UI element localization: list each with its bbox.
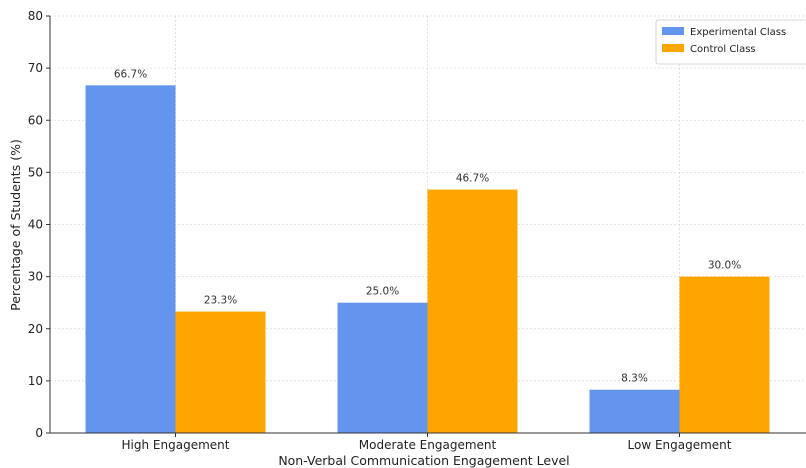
- bar: [337, 302, 428, 433]
- y-tick-label: 50: [28, 165, 43, 179]
- bar: [427, 189, 518, 433]
- y-tick-label: 70: [28, 61, 43, 75]
- data-label: 23.3%: [204, 295, 237, 307]
- legend-swatch: [662, 27, 684, 35]
- bar: [85, 85, 176, 434]
- data-label: 66.7%: [114, 68, 147, 80]
- y-tick-label: 10: [28, 374, 43, 388]
- bar: [589, 389, 680, 433]
- x-tick-labels: High Engagement Moderate Engagement Low En…: [122, 433, 732, 452]
- x-tick-label: Moderate Engagement: [359, 438, 497, 452]
- bar: [679, 276, 770, 433]
- legend-label: Control Class: [690, 44, 756, 55]
- x-tick-label: Low Engagement: [628, 438, 732, 452]
- bar: [175, 311, 266, 433]
- legend: Experimental Class Control Class: [655, 19, 806, 65]
- legend-swatch: [662, 44, 684, 52]
- y-tick-label: 0: [35, 426, 43, 440]
- y-tick-label: 20: [28, 322, 43, 336]
- data-label: 46.7%: [456, 173, 489, 185]
- y-tick-label: 30: [28, 270, 43, 284]
- y-tick-label: 60: [28, 113, 43, 127]
- legend-label: Experimental Class: [690, 27, 786, 38]
- data-label: 25.0%: [366, 286, 399, 298]
- y-axis-title: Percentage of Students (%): [8, 139, 23, 311]
- x-tick-label: High Engagement: [122, 438, 230, 452]
- data-label: 30.0%: [708, 260, 741, 272]
- x-axis-title: Non-Verbal Communication Engagement Leve…: [278, 453, 569, 468]
- bars: [85, 85, 770, 434]
- y-tick-labels: 0 10 20 30 40 50 60 70 80: [28, 9, 50, 440]
- y-tick-label: 40: [28, 218, 43, 232]
- legend-frame: [655, 19, 806, 65]
- data-label: 8.3%: [621, 373, 648, 385]
- data-labels: 66.7% 25.0% 8.3% 23.3% 46.7% 30.0%: [114, 68, 741, 384]
- y-tick-label: 80: [28, 9, 43, 23]
